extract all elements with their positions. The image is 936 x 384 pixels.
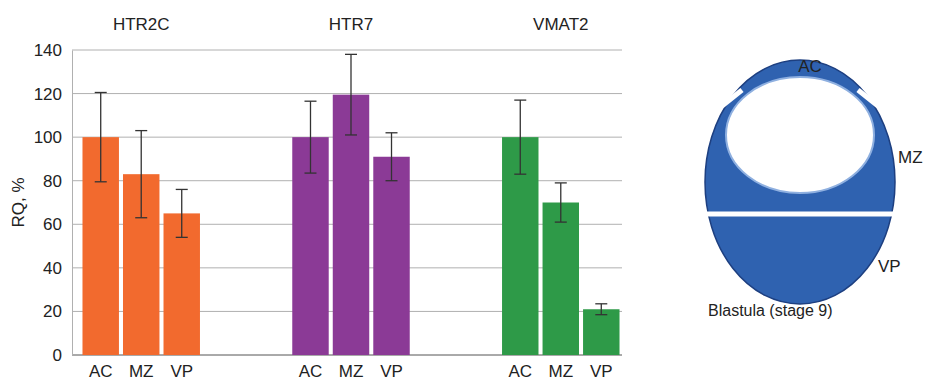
axis-line [72, 51, 73, 356]
error-line [601, 304, 602, 315]
illustration: AC MZ VP Blastula (stage 9) [700, 57, 923, 319]
tick: 80 [43, 172, 72, 191]
error-cap [555, 221, 567, 222]
tick-label: 20 [43, 302, 62, 321]
annotation: VP [878, 257, 901, 276]
cut [858, 90, 878, 106]
group-title: VMAT2 [533, 15, 588, 34]
tick: 140 [34, 41, 72, 60]
tick-label: MZ [129, 362, 154, 381]
error-cap [95, 181, 107, 182]
error-bar [345, 54, 357, 135]
error-cap [135, 217, 147, 218]
bar [373, 157, 409, 355]
error-cap [176, 189, 188, 190]
tick-label: 80 [43, 172, 62, 191]
embryo [705, 60, 895, 304]
error-bar [595, 304, 607, 315]
annotation: Blastula (stage 9) [708, 302, 833, 319]
tick: 120 [34, 85, 72, 104]
bar [583, 309, 619, 355]
tick-label: 100 [34, 128, 62, 147]
error-bar [176, 189, 188, 237]
error-line [141, 131, 142, 218]
error-line [350, 54, 351, 135]
tick-label: AC [508, 362, 532, 381]
y-axis: 0 20 40 60 80 100 120 140 [34, 41, 73, 365]
error-bar [386, 133, 398, 181]
chart: 0 20 40 60 80 100 120 140 RQ, % HTR2C AC MZ VP HTR7 AC… [0, 0, 936, 384]
bar-group [82, 92, 199, 355]
tick-label: MZ [339, 362, 364, 381]
tick-label: VP [170, 362, 193, 381]
error-cap [595, 314, 607, 315]
error-cap [386, 132, 398, 133]
tick: 60 [43, 215, 72, 234]
error-line [181, 189, 182, 237]
cut [700, 212, 900, 217]
error-cap [345, 54, 357, 55]
error-bar [514, 100, 526, 174]
error-line [100, 92, 101, 181]
annotation: AC [798, 57, 822, 76]
bar [543, 203, 579, 356]
plot-area [82, 54, 619, 355]
error-cap [514, 99, 526, 100]
grid-line [72, 93, 622, 94]
bar-group [502, 100, 619, 355]
grid-line [72, 50, 622, 51]
error-cap [514, 174, 526, 175]
tick-label: 120 [34, 85, 62, 104]
error-cap [135, 130, 147, 131]
group-title: HTR2C [113, 15, 170, 34]
tick-label: 60 [43, 215, 62, 234]
error-line [560, 183, 561, 222]
tick-label: AC [89, 362, 113, 381]
blastocoel [726, 77, 874, 193]
error-cap [176, 237, 188, 238]
error-bar [304, 101, 316, 173]
error-cap [304, 172, 316, 173]
blastocoel-edge [726, 77, 874, 193]
error-line [310, 101, 311, 173]
cut [722, 90, 742, 106]
annotation: MZ [898, 148, 923, 167]
tick-label: VP [590, 362, 613, 381]
labels: HTR2C AC MZ VP HTR7 AC MZ VP VMAT2 AC MZ VP [89, 15, 613, 381]
error-cap [595, 303, 607, 304]
error-line [520, 100, 521, 174]
group-title: HTR7 [329, 15, 373, 34]
grid [72, 50, 622, 355]
tick-label: 140 [34, 41, 62, 60]
axis-title: RQ, % [9, 177, 28, 227]
error-cap [304, 101, 316, 102]
tick-label: VP [380, 362, 403, 381]
tick-label: 0 [53, 346, 62, 365]
bar-group [292, 54, 409, 355]
tick: 100 [34, 128, 72, 147]
tick: 0 [53, 346, 72, 365]
error-bar [95, 92, 107, 181]
tick-label: AC [299, 362, 323, 381]
error-cap [95, 92, 107, 93]
error-cap [555, 182, 567, 183]
tick: 40 [43, 259, 72, 278]
error-bar [555, 183, 567, 222]
tick-label: 40 [43, 259, 62, 278]
tick-label: MZ [549, 362, 574, 381]
error-cap [386, 180, 398, 181]
error-cap [345, 134, 357, 135]
error-line [391, 133, 392, 181]
tick: 20 [43, 302, 72, 321]
error-bar [135, 131, 147, 218]
